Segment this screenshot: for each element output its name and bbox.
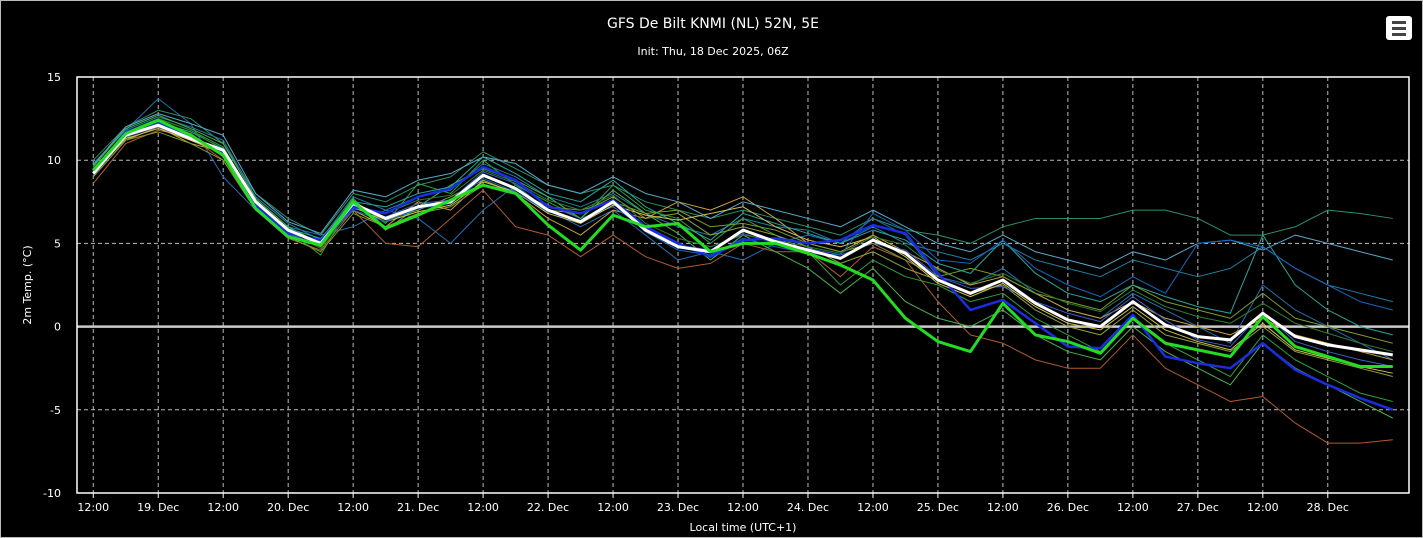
x-tick-label: 19. Dec xyxy=(137,501,179,514)
series-line-1 xyxy=(92,118,1393,369)
plot-border xyxy=(76,76,1410,494)
series-line-13 xyxy=(92,131,1393,344)
y-tick-label: 10 xyxy=(47,154,61,167)
chart-subtitle: Init: Thu, 18 Dec 2025, 06Z xyxy=(637,45,789,58)
x-tick-label: 27. Dec xyxy=(1177,501,1219,514)
series-group xyxy=(92,98,1394,444)
x-axis-title: Local time (UTC+1) xyxy=(690,521,797,534)
series-line-14 xyxy=(92,121,1393,336)
x-tick-label: 22. Dec xyxy=(527,501,569,514)
x-tick-label: 12:00 xyxy=(1247,501,1279,514)
axes: -10 -5 0 5 10 15 12:00 19. Dec 12:00 20. Dec 12:00… xyxy=(43,71,1410,514)
series-line-17 xyxy=(92,123,1393,311)
x-tick-label: 26. Dec xyxy=(1047,501,1089,514)
x-tick-label: 21. Dec xyxy=(397,501,439,514)
y-tick-label: 5 xyxy=(54,237,61,250)
x-tick-label: 12:00 xyxy=(337,501,369,514)
x-tick-label: 12:00 xyxy=(857,501,889,514)
menu-button[interactable] xyxy=(1386,16,1412,40)
x-tick-label: 23. Dec xyxy=(657,501,699,514)
series-line-3 xyxy=(92,98,1393,361)
x-tick-label: 28. Dec xyxy=(1307,501,1349,514)
x-tick-label: 20. Dec xyxy=(267,501,309,514)
hamburger-icon-bar xyxy=(1392,33,1406,36)
x-tick-label: 12:00 xyxy=(987,501,1019,514)
grid xyxy=(77,77,1409,493)
x-tick-label: 12:00 xyxy=(1117,501,1149,514)
series-line-0 xyxy=(92,123,1393,357)
x-tick-label: 25. Dec xyxy=(917,501,959,514)
hamburger-icon xyxy=(1392,21,1406,24)
x-tick-label: 24. Dec xyxy=(787,501,829,514)
x-tick-label: 12:00 xyxy=(727,501,759,514)
y-tick-label: 0 xyxy=(54,321,61,334)
y-tick-label: -5 xyxy=(50,404,61,417)
x-tick-label: 12:00 xyxy=(467,501,499,514)
y-tick-label: -10 xyxy=(43,487,61,500)
x-tick-label: 12:00 xyxy=(597,501,629,514)
chart-title: GFS De Bilt KNMI (NL) 52N, 5E xyxy=(607,16,819,32)
x-tick-label: 12:00 xyxy=(207,501,239,514)
hamburger-icon-bar xyxy=(1392,27,1406,30)
y-tick-label: 15 xyxy=(47,71,61,84)
y-axis-title: 2m Temp. (°C) xyxy=(21,245,34,324)
series-line-12 xyxy=(92,113,1393,269)
x-tick-label: 12:00 xyxy=(77,501,109,514)
